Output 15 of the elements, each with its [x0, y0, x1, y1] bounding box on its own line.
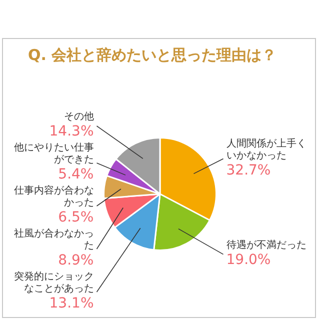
data-label: 19.0%: [226, 252, 271, 268]
slice-label: 他にやりたい仕事ができた: [14, 142, 94, 166]
data-label: 6.5%: [58, 210, 94, 226]
chart-title: Q. 会社と辞めたいと思った理由は？: [28, 46, 277, 65]
data-label: 13.1%: [49, 296, 94, 312]
slice-label: その他: [64, 110, 94, 123]
data-label: 8.9%: [58, 252, 94, 269]
slice-label: 突発的にショックなことがあった: [14, 270, 94, 295]
data-label: 14.3%: [49, 124, 94, 140]
slice-label: 待遇が不満だった: [226, 238, 306, 251]
slice-label: 社風が合わなかった: [14, 228, 94, 252]
data-label: 5.4%: [58, 166, 94, 183]
slice-label: 人間関係が上手くいかなかった: [226, 137, 306, 162]
slice-label: 仕事内容が合わなかった: [14, 184, 94, 209]
data-label: 32.7%: [226, 162, 271, 178]
